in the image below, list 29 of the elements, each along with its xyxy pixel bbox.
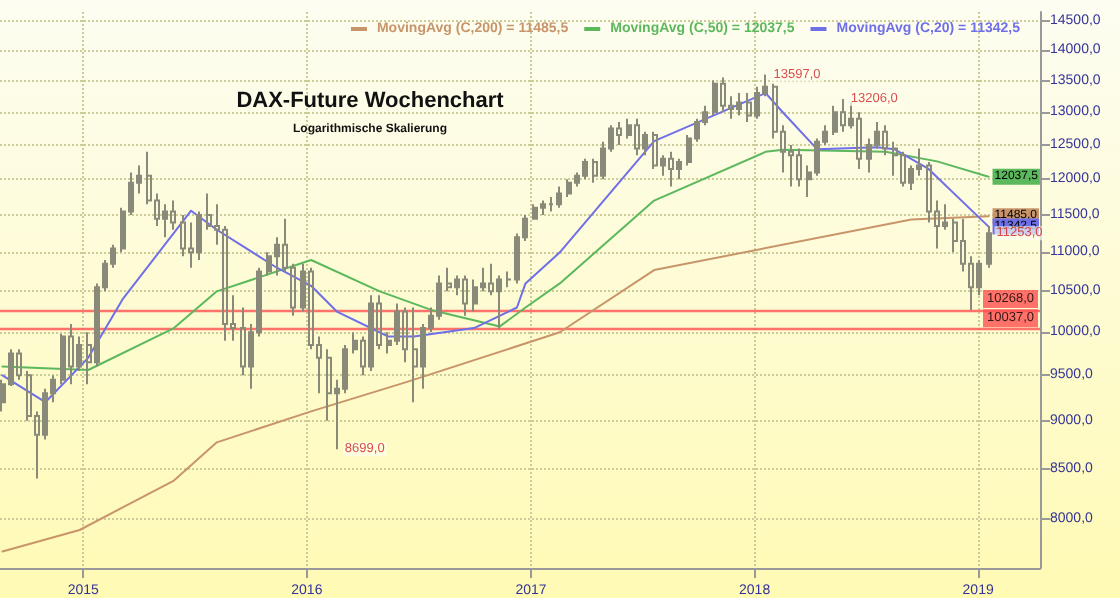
candlestick bbox=[368, 294, 374, 372]
candlestick bbox=[634, 117, 640, 157]
candlestick bbox=[68, 322, 74, 386]
candlestick bbox=[986, 225, 992, 269]
candlestick bbox=[676, 157, 682, 181]
candlestick bbox=[652, 130, 658, 170]
candlestick bbox=[60, 332, 66, 386]
candlestick bbox=[832, 104, 838, 137]
candlestick bbox=[856, 111, 862, 170]
line-series bbox=[1, 215, 990, 553]
candlestick bbox=[900, 150, 906, 188]
candlestick bbox=[462, 274, 468, 317]
candlestick bbox=[616, 120, 622, 147]
candlestick bbox=[796, 147, 802, 188]
candlestick bbox=[566, 178, 572, 199]
candlestick bbox=[840, 98, 846, 133]
candlestick bbox=[412, 306, 418, 404]
candlestick bbox=[532, 203, 538, 220]
text: DAX-Future Wochenchart bbox=[236, 89, 505, 113]
candlestick bbox=[712, 79, 718, 117]
candlestick bbox=[402, 306, 408, 364]
candlestick bbox=[16, 348, 22, 381]
candlestick bbox=[746, 92, 752, 123]
candlestick bbox=[582, 157, 588, 181]
candlestick bbox=[170, 199, 176, 231]
candlestick bbox=[720, 76, 726, 114]
candlestick bbox=[446, 266, 452, 293]
candlestick bbox=[882, 124, 888, 157]
candlestick bbox=[668, 150, 674, 188]
